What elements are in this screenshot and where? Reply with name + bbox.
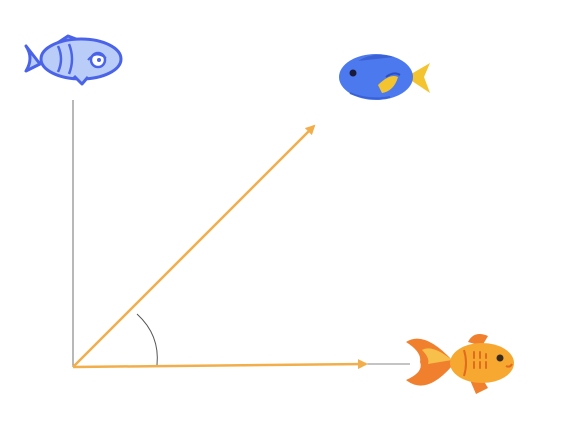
blue-tang-fish-icon xyxy=(339,54,430,100)
diagonal-vector-arrow xyxy=(72,124,316,368)
horizontal-vector-arrow xyxy=(72,359,368,370)
angle-arc xyxy=(136,313,158,366)
goldfish-icon xyxy=(406,334,514,394)
outline-fish-icon xyxy=(24,34,123,86)
